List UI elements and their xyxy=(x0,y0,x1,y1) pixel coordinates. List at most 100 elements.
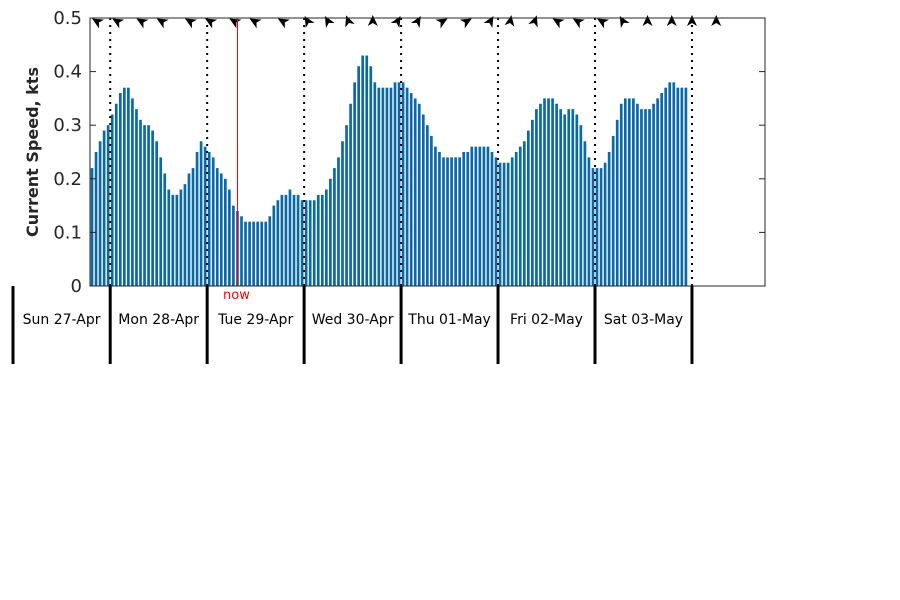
bar xyxy=(268,216,272,286)
arrow-head-icon xyxy=(92,18,105,29)
bar xyxy=(90,168,94,286)
bar xyxy=(284,194,288,286)
direction-arrow-icon xyxy=(483,15,494,28)
bar xyxy=(228,189,231,286)
bar xyxy=(365,55,369,286)
bar xyxy=(672,82,676,286)
arrow-head-icon xyxy=(390,15,401,28)
bar xyxy=(329,178,332,286)
bar xyxy=(644,109,647,287)
bar xyxy=(539,103,542,286)
bar xyxy=(583,141,587,286)
y-tick-label: 0 xyxy=(71,276,82,297)
bar xyxy=(159,157,163,286)
bar xyxy=(183,184,187,286)
bar xyxy=(442,157,445,286)
bar xyxy=(482,146,486,286)
bar xyxy=(324,189,328,286)
bar xyxy=(425,125,429,286)
bar xyxy=(167,189,171,286)
arrow-head-icon xyxy=(528,15,538,28)
bar xyxy=(139,119,142,286)
bar xyxy=(684,87,688,287)
bar xyxy=(252,221,255,286)
arrow-head-icon xyxy=(136,18,149,29)
day-label: Tue 29-Apr xyxy=(217,312,293,328)
direction-arrow-icon xyxy=(205,18,218,29)
bar xyxy=(300,200,304,286)
bar xyxy=(199,141,203,286)
direction-arrow-icon xyxy=(619,15,630,28)
bar xyxy=(575,114,579,286)
bar xyxy=(518,146,522,286)
bar xyxy=(349,103,352,286)
direction-arrow-icon xyxy=(92,18,105,29)
direction-arrow-icon xyxy=(459,18,472,29)
direction-arrow-icon xyxy=(229,18,242,29)
day-axis: Sun 27-Apr Mon 28-Apr Tue 29-Apr Wed 30-Apr… xyxy=(11,286,694,364)
bar xyxy=(434,146,437,286)
bar xyxy=(417,103,421,286)
bar xyxy=(110,114,114,286)
bar xyxy=(353,82,356,286)
bar xyxy=(292,194,296,286)
direction-arrow-icon xyxy=(410,15,421,28)
direction-arrow-icon xyxy=(552,18,565,29)
bar xyxy=(656,98,659,287)
arrow-head-icon xyxy=(229,18,242,29)
bar xyxy=(413,98,417,287)
arrow-head-icon xyxy=(205,18,218,29)
direction-arrow-icon xyxy=(572,18,585,29)
bar xyxy=(94,152,98,286)
arrow-head-icon xyxy=(711,15,722,26)
arrow-head-icon xyxy=(572,18,585,29)
bar xyxy=(543,98,546,287)
bar xyxy=(450,157,453,286)
bar xyxy=(163,173,167,286)
bar xyxy=(438,152,441,286)
y-tick-label: 0.3 xyxy=(53,115,82,136)
bar xyxy=(668,82,672,286)
bar xyxy=(377,87,381,287)
bar xyxy=(337,157,340,286)
bar xyxy=(207,152,211,286)
bar xyxy=(587,157,591,286)
direction-arrow-icon xyxy=(136,18,149,29)
bar xyxy=(264,221,268,286)
bar xyxy=(397,82,401,286)
arrow-head-icon xyxy=(619,15,630,28)
bar xyxy=(547,98,550,287)
bar xyxy=(127,87,130,287)
bar xyxy=(514,152,518,286)
direction-arrow-icon xyxy=(504,15,515,27)
bar xyxy=(276,200,280,286)
arrow-head-icon xyxy=(304,15,315,28)
bar xyxy=(131,98,134,287)
bar xyxy=(114,103,118,286)
day-label: Wed 30-Apr xyxy=(312,312,394,328)
bar xyxy=(652,103,655,286)
bar xyxy=(522,141,526,286)
y-axis-label: Current Speed, kts xyxy=(23,67,42,237)
y-tick-label: 0.4 xyxy=(53,62,82,83)
bar xyxy=(232,205,235,286)
bar xyxy=(636,103,639,286)
arrow-head-icon xyxy=(156,18,169,29)
bar xyxy=(623,98,627,287)
bar xyxy=(607,152,611,286)
direction-arrow-icon xyxy=(711,15,722,26)
bar xyxy=(219,173,223,286)
bar xyxy=(122,87,126,287)
bar xyxy=(223,178,227,286)
direction-arrow-icon xyxy=(324,15,335,28)
bar xyxy=(272,205,276,286)
arrow-head-icon xyxy=(345,15,355,28)
bar xyxy=(478,146,482,286)
bar xyxy=(446,157,449,286)
bar xyxy=(240,216,243,286)
day-label: Sat 03-May xyxy=(604,312,683,328)
bar xyxy=(603,162,607,286)
bar xyxy=(632,98,635,287)
bar xyxy=(660,93,664,286)
